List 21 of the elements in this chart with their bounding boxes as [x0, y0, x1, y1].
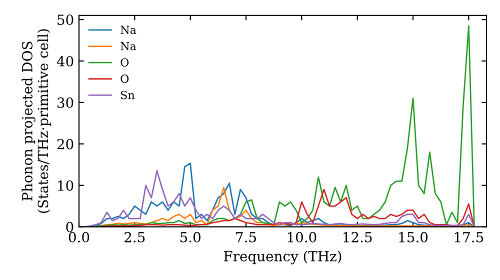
x-axis-title: Frequency (THz) — [224, 250, 342, 264]
legend-label: Na — [120, 26, 136, 34]
x-tick-label: 12.5 — [344, 232, 372, 242]
x-tick-label: 10.0 — [288, 232, 316, 242]
y-tick-label: 40 — [56, 56, 74, 66]
y-tick-label: 50 — [58, 14, 74, 26]
y-axis-title: Phonon projected DOS (States/THz·primitive cell) — [22, 29, 51, 213]
x-tick-label: 2.5 — [124, 232, 145, 242]
legend-label: Na — [120, 42, 136, 50]
legend-label: O — [120, 58, 129, 67]
legend-label: O — [120, 74, 129, 83]
x-tick-label: 17.5 — [454, 232, 484, 242]
y-tick-label: 20 — [57, 138, 74, 150]
y-tick-label: 0 — [66, 222, 74, 232]
legend-label: Sn — [121, 90, 135, 100]
x-tick-label: 5.0 — [180, 232, 200, 242]
x-tick-label: 7.5 — [236, 232, 256, 242]
x-tick-label: 15.0 — [399, 232, 428, 242]
x-tick-label: 0.0 — [68, 232, 90, 242]
y-tick-label: 30 — [58, 97, 74, 108]
y-tick-label: 10 — [58, 180, 74, 191]
